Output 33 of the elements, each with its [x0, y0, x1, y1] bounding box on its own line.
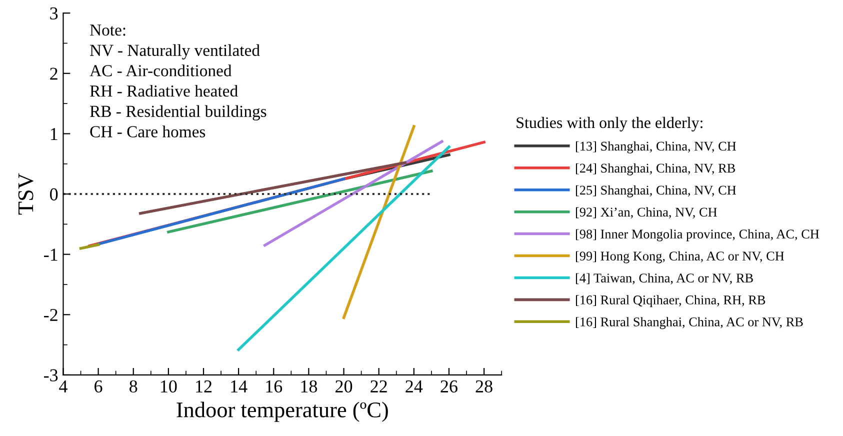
legend-label: [92] Xi’an, China, NV, CH [576, 207, 717, 218]
x-tick-label: 20 [336, 380, 352, 393]
legend-label: [25] Shanghai, China, NV, CH [576, 185, 736, 198]
y-tick-label: 3 [50, 7, 58, 20]
x-tick-label: 16 [266, 380, 282, 393]
legend-label: [99] Hong Kong, China, AC or NV, CH [576, 251, 784, 264]
legend-label: [24] Shanghai, China, NV, RB [576, 163, 736, 176]
x-tick-label: 10 [160, 380, 177, 393]
x-tick-label: 12 [196, 380, 212, 392]
legend-title: Studies with only the elderly: [516, 116, 702, 132]
x-tick-label: 6 [94, 380, 102, 393]
x-tick-label: 18 [301, 380, 318, 393]
x-tick-label: 28 [476, 380, 492, 393]
y-tick-label: -1 [44, 248, 58, 261]
annotation: Note: NV - Naturally ventilated AC - Air-conditioned RH - Radiative heated RB - Residential buildings CH - Care homes [90, 24, 266, 138]
x-tick-label: 26 [440, 380, 458, 393]
x-tick-label: 24 [406, 380, 423, 392]
y-axis-title: TSV [18, 173, 34, 215]
y-tick-label: -2 [44, 308, 58, 321]
legend-label: [16] Rural Shanghai, China, AC or NV, RB [576, 317, 803, 330]
x-axis-title: Indoor temperature (ºC) [176, 402, 388, 422]
legend-label: [98] Inner Mongolia province, China, AC, CH [576, 229, 820, 242]
legend-label: [13] Shanghai, China, NV, CH [576, 141, 736, 154]
y-tick-label: 2 [50, 68, 58, 80]
x-tick-label: 22 [370, 380, 387, 392]
y-tick-label: 0 [50, 188, 58, 200]
x-tick-label: 14 [231, 380, 248, 392]
x-tick-label: 4 [59, 380, 68, 392]
legend-label: [4] Taiwan, China, AC or NV, RB [576, 273, 753, 284]
y-tick-label: -3 [44, 369, 58, 382]
legend-label: [16] Rural Qiqihaer, China, RH, RB [576, 295, 766, 308]
y-tick-label: 1 [50, 128, 58, 140]
x-tick-label: 8 [130, 380, 138, 393]
